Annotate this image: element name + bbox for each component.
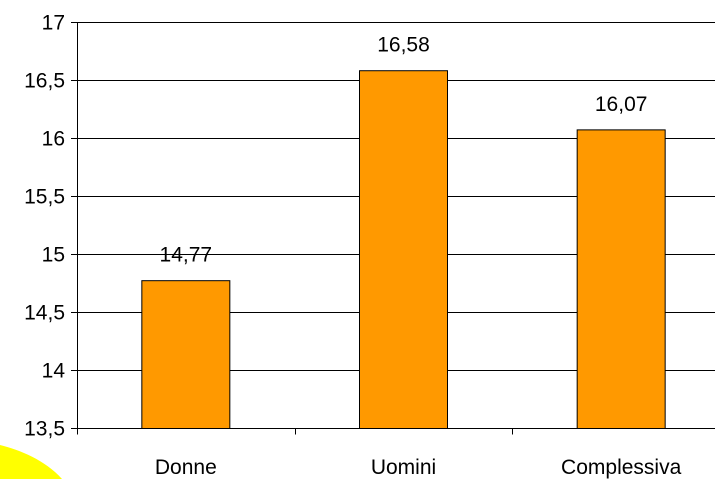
y-tick-label: 15,5 (24, 186, 65, 209)
y-tick-label: 14 (42, 360, 66, 383)
y-tick-label: 14,5 (24, 302, 65, 325)
data-label: 16,07 (595, 93, 648, 116)
data-label: 14,77 (160, 244, 213, 267)
y-tick-label: 17 (42, 12, 65, 35)
bars (141, 70, 666, 429)
bar-complessiva (576, 129, 666, 429)
bar-uomini (359, 70, 448, 429)
data-label: 16,58 (377, 34, 430, 57)
x-category-label: Complessiva (561, 456, 682, 479)
y-tick-label: 16,5 (24, 70, 65, 93)
bar-donne (141, 280, 231, 429)
y-tick-label: 13,5 (24, 418, 65, 441)
corner-swoosh-decoration (0, 445, 62, 479)
x-category-label: Donne (155, 456, 217, 479)
y-tick-label: 16 (42, 128, 65, 151)
x-category-label: Uomini (371, 456, 436, 479)
y-tick-label: 15 (42, 244, 65, 267)
labels: 13,5 14 14,5 15 15,5 16 16,5 17 14,77 Donne 16,58 U… (24, 12, 681, 479)
